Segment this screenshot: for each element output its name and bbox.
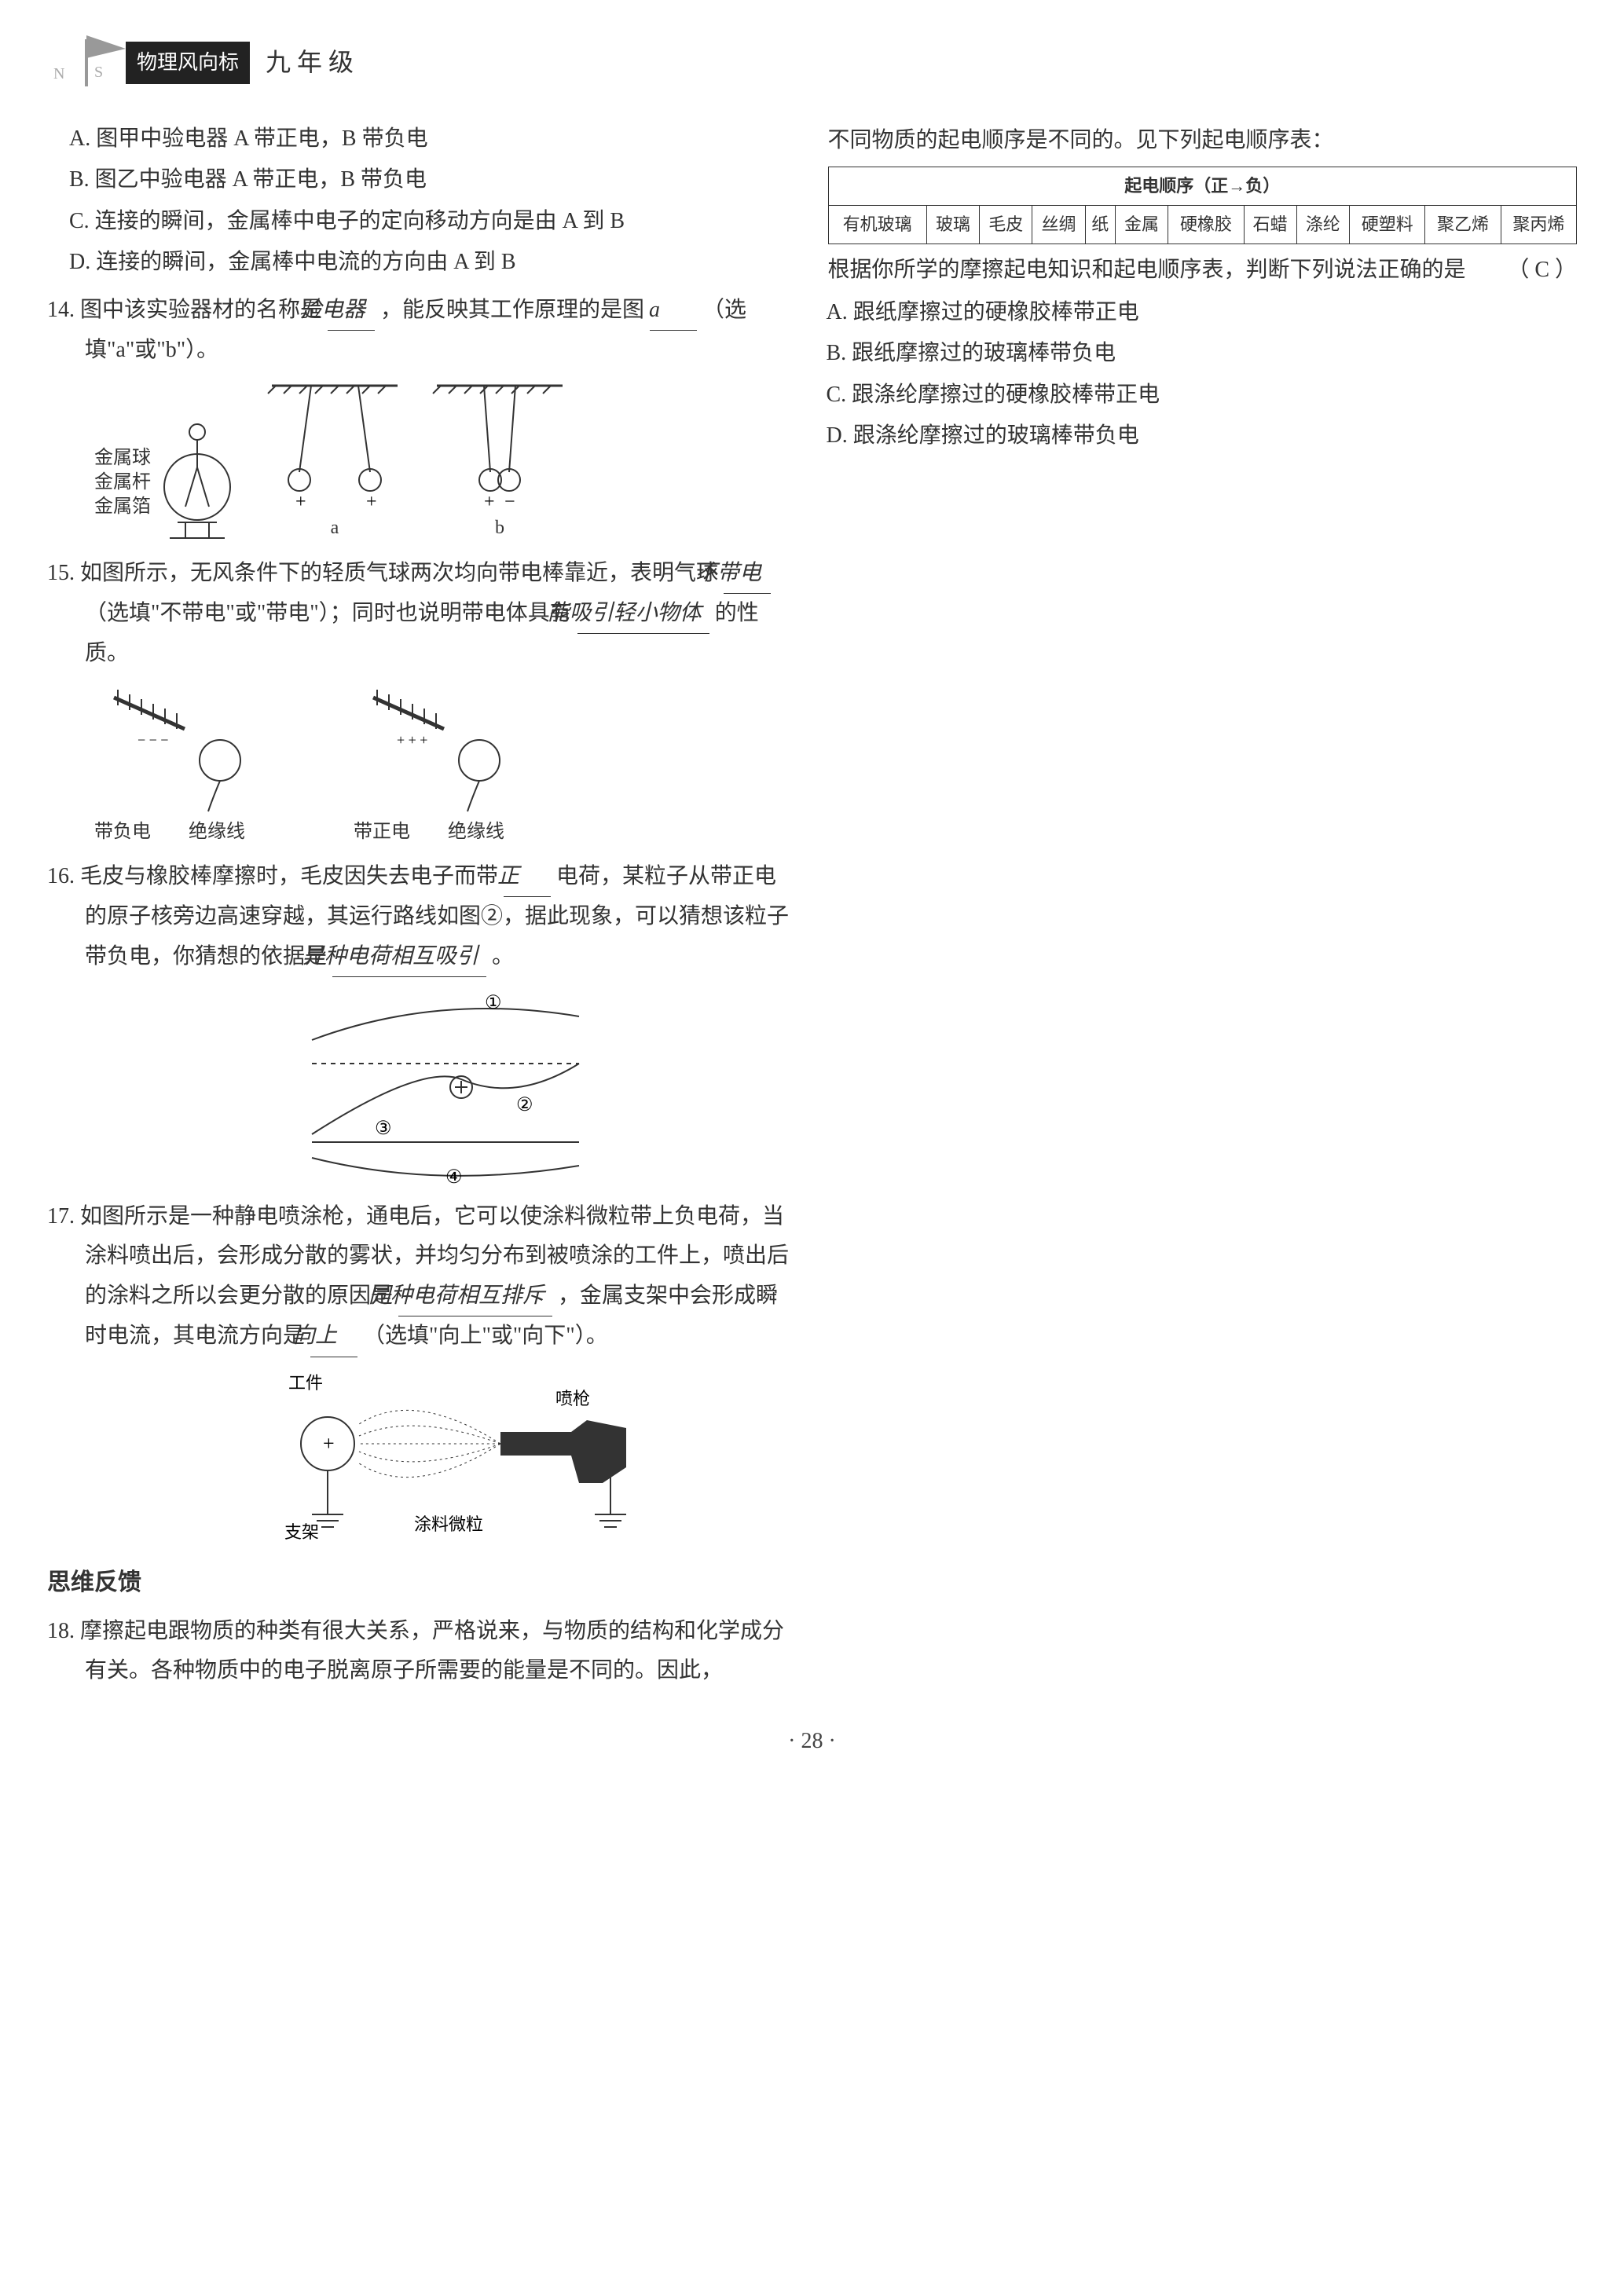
particle-paths-icon: ① ② ③ ④ bbox=[280, 985, 610, 1189]
cell-5: 金属 bbox=[1115, 205, 1168, 244]
q16-blank1: 正 bbox=[504, 857, 551, 897]
right-stem-text: 根据你所学的摩擦起电知识和起电顺序表，判断下列说法正确的是 bbox=[828, 258, 1466, 282]
right-opt-a: A. 跟纸摩擦过的硬橡胶棒带正电 bbox=[828, 293, 1578, 332]
table-title: 起电顺序（正→负） bbox=[828, 167, 1577, 206]
svg-text:③: ③ bbox=[375, 1119, 392, 1139]
cell-9: 硬塑料 bbox=[1350, 205, 1425, 244]
q17-post: （选填"向上"或"向下"）。 bbox=[363, 1324, 608, 1348]
svg-text:+: + bbox=[323, 1432, 335, 1455]
spray-gun-icon: 工件 + 支架 涂料微粒 喷枪 bbox=[241, 1365, 650, 1546]
balloon-neg-icon: − − − bbox=[94, 682, 330, 815]
q15-neg-label: 带负电 bbox=[94, 822, 151, 842]
svg-text:+: + bbox=[295, 492, 306, 511]
series-badge: 物理风向标 bbox=[126, 42, 250, 85]
q14-blank2: a bbox=[650, 291, 697, 331]
right-answer: （ C ） bbox=[1507, 251, 1577, 290]
compass-icon: N S bbox=[47, 31, 126, 94]
cell-10: 聚乙烯 bbox=[1425, 205, 1501, 244]
q15-blank2: 能吸引轻小物体 bbox=[577, 594, 709, 634]
q14-stem: 14. 图中该实验器材的名称是 验电器 ，能反映其工作原理的是图 a （选填"a… bbox=[47, 291, 797, 371]
q13-option-a: A. 图甲中验电器 A 带正电，B 带负电 bbox=[47, 119, 797, 159]
q17-figure: 工件 + 支架 涂料微粒 喷枪 bbox=[94, 1365, 797, 1546]
q15-pos-label: 带正电 bbox=[354, 822, 410, 842]
q17-blank2: 向上 bbox=[310, 1316, 357, 1357]
pendulum-a-icon: + + bbox=[264, 378, 405, 511]
q15-stem: 15. 如图所示，无风条件下的轻质气球两次均向带电棒靠近，表明气球 不带电 （选… bbox=[47, 554, 797, 674]
q15-figure: − − − 带负电 绝缘线 + + + 带正电 绝缘线 bbox=[94, 682, 797, 849]
q16-post: 。 bbox=[492, 944, 514, 969]
q14-fig-b-label: b bbox=[429, 511, 570, 545]
q16-blank2: 异种电荷相互吸引 bbox=[332, 937, 486, 977]
q17-blank1: 同种电荷相互排斥 bbox=[398, 1276, 552, 1316]
q13-option-d: D. 连接的瞬间，金属棒中电流的方向由 A 到 B bbox=[47, 243, 797, 282]
q15-pre: 15. 如图所示，无风条件下的轻质气球两次均向带电棒靠近，表明气球 bbox=[47, 561, 718, 585]
svg-text:+: + bbox=[366, 492, 377, 511]
svg-text:②: ② bbox=[516, 1095, 533, 1115]
q14-label-rod: 金属杆 bbox=[94, 471, 151, 495]
balloon-pos-icon: + + + bbox=[354, 682, 589, 815]
svg-text:支架: 支架 bbox=[284, 1522, 319, 1542]
q14-blank1: 验电器 bbox=[328, 291, 375, 331]
cell-0: 有机玻璃 bbox=[828, 205, 926, 244]
q16-figure: ① ② ③ ④ bbox=[94, 985, 797, 1189]
svg-text:喷枪: 喷枪 bbox=[555, 1389, 590, 1408]
cell-8: 涤纶 bbox=[1296, 205, 1349, 244]
cell-6: 硬橡胶 bbox=[1168, 205, 1244, 244]
q15-m1: （选填"不带电"或"带电"）；同时也说明带电体具有 bbox=[85, 601, 572, 625]
svg-text:+ + +: + + + bbox=[397, 732, 427, 748]
svg-text:− − −: − − − bbox=[137, 732, 168, 748]
q17-stem: 17. 如图所示是一种静电喷涂枪，通电后，它可以使涂料微粒带上负电荷，当涂料喷出… bbox=[47, 1197, 797, 1357]
q16-stem: 16. 毛皮与橡胶棒摩擦时，毛皮因失去电子而带 正 电荷，某粒子从带正电的原子核… bbox=[47, 857, 797, 977]
reflect-title: 思维反馈 bbox=[47, 1562, 797, 1604]
svg-text:−: − bbox=[504, 492, 515, 511]
page-number: · 28 · bbox=[47, 1722, 1577, 1761]
q15-thread1: 绝缘线 bbox=[189, 822, 245, 842]
svg-text:S: S bbox=[94, 64, 103, 81]
cell-1: 玻璃 bbox=[926, 205, 979, 244]
grade-label: 九年级 bbox=[266, 40, 360, 86]
right-opt-d: D. 跟涤纶摩擦过的玻璃棒带负电 bbox=[828, 416, 1578, 456]
q13-option-c: C. 连接的瞬间，金属棒中电子的定向移动方向是由 A 到 B bbox=[47, 202, 797, 241]
q16-pre: 16. 毛皮与橡胶棒摩擦时，毛皮因失去电子而带 bbox=[47, 864, 498, 888]
pendulum-b-icon: + − bbox=[429, 378, 570, 511]
q14-figure: 金属球 金属杆 金属箔 bbox=[94, 378, 797, 545]
cell-2: 毛皮 bbox=[980, 205, 1032, 244]
q14-label-ball: 金属球 bbox=[94, 446, 151, 471]
svg-text:工件: 工件 bbox=[288, 1373, 323, 1393]
electroscope-icon bbox=[154, 420, 240, 546]
q18-text: 18. 摩擦起电跟物质的种类有很大关系，严格说来，与物质的结构和化学成分有关。各… bbox=[47, 1612, 797, 1691]
q14-label-foil: 金属箔 bbox=[94, 495, 151, 519]
q15-blank1: 不带电 bbox=[724, 554, 771, 594]
q14-fig-a-label: a bbox=[264, 511, 405, 545]
q14-pre: 14. 图中该实验器材的名称是 bbox=[47, 298, 322, 322]
q14-mid: ，能反映其工作原理的是图 bbox=[380, 298, 644, 322]
svg-text:①: ① bbox=[485, 993, 502, 1013]
sequence-table: 起电顺序（正→负） 有机玻璃 玻璃 毛皮 丝绸 纸 金属 硬橡胶 石蜡 涤纶 硬… bbox=[828, 167, 1578, 244]
svg-text:④: ④ bbox=[445, 1167, 463, 1188]
svg-text:N: N bbox=[53, 65, 64, 82]
q15-thread2: 绝缘线 bbox=[448, 822, 504, 842]
cell-7: 石蜡 bbox=[1244, 205, 1296, 244]
cell-4: 纸 bbox=[1085, 205, 1115, 244]
right-intro: 不同物质的起电顺序是不同的。见下列起电顺序表： bbox=[828, 121, 1578, 160]
cell-3: 丝绸 bbox=[1032, 205, 1085, 244]
right-stem: 根据你所学的摩擦起电知识和起电顺序表，判断下列说法正确的是 （ C ） bbox=[828, 251, 1578, 290]
svg-text:涂料微粒: 涂料微粒 bbox=[414, 1514, 483, 1534]
right-opt-c: C. 跟涤纶摩擦过的硬橡胶棒带正电 bbox=[828, 375, 1578, 415]
cell-11: 聚丙烯 bbox=[1501, 205, 1576, 244]
q13-option-b: B. 图乙中验电器 A 带正电，B 带负电 bbox=[47, 160, 797, 200]
right-opt-b: B. 跟纸摩擦过的玻璃棒带负电 bbox=[828, 334, 1578, 373]
svg-text:+: + bbox=[484, 492, 495, 511]
